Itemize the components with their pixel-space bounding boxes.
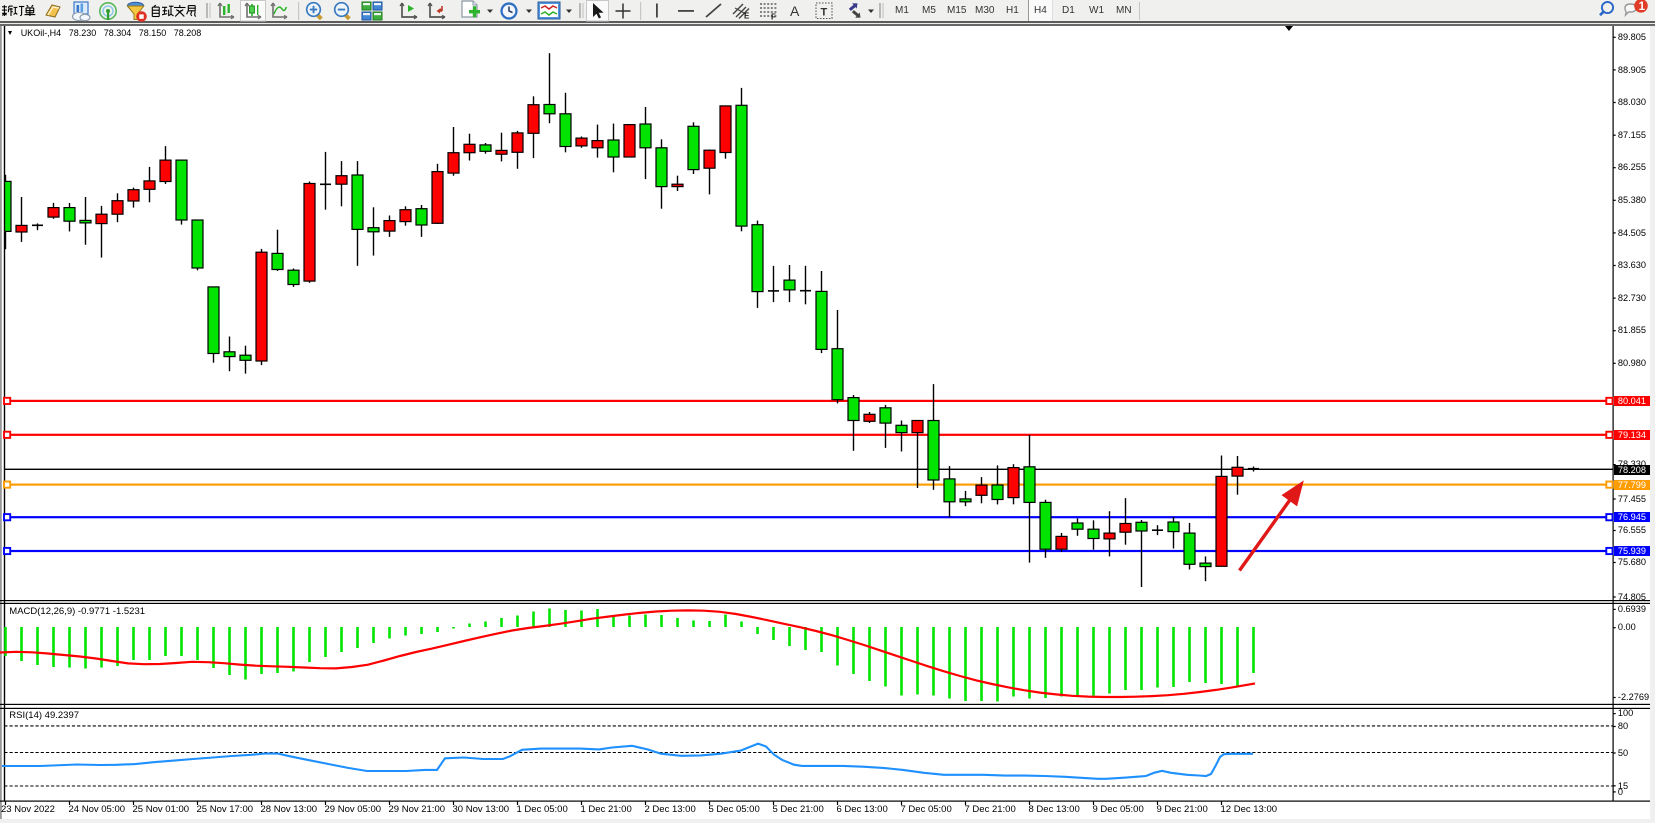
svg-text:T: T — [821, 7, 828, 19]
svg-text:1: 1 — [1639, 1, 1646, 13]
svg-text:A: A — [790, 3, 800, 19]
svg-text:F: F — [771, 13, 776, 22]
svg-text:E: E — [744, 12, 750, 21]
